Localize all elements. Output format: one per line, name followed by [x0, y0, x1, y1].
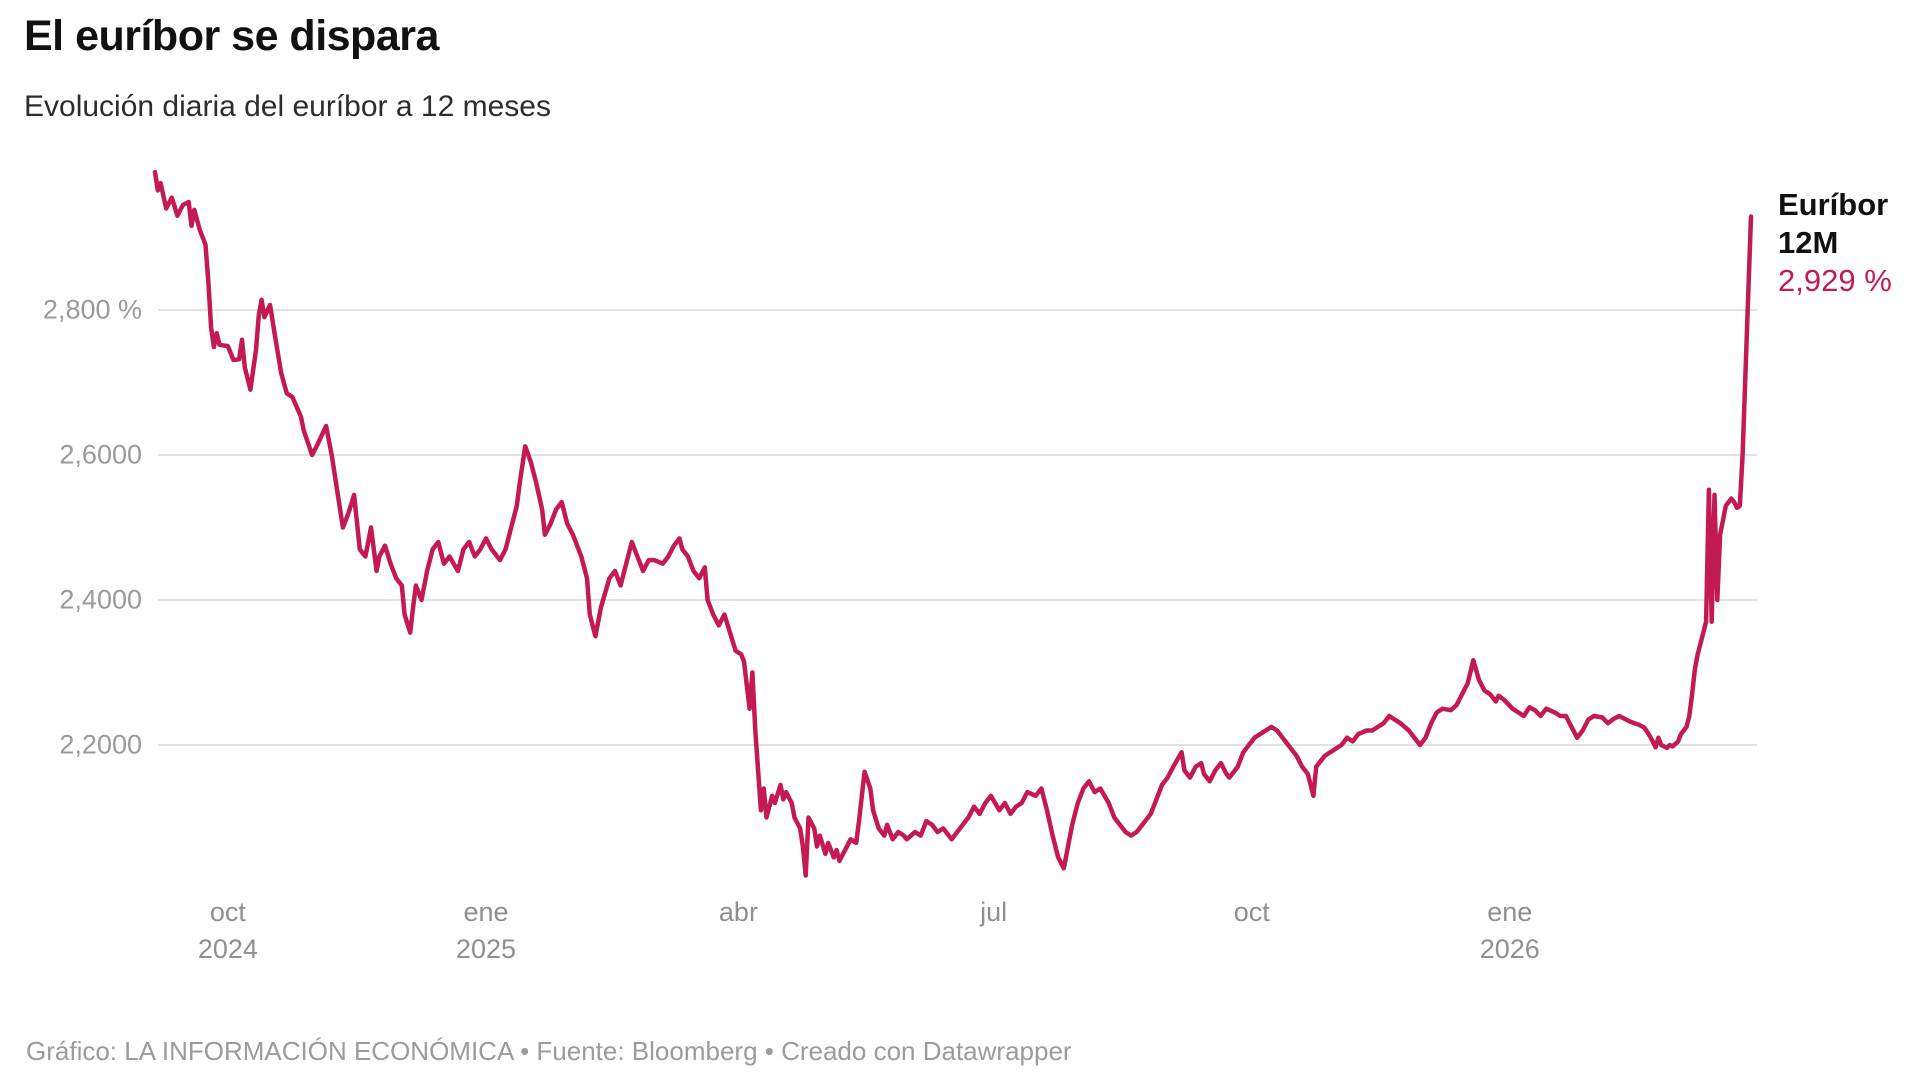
x-tick-month: jul — [980, 897, 1008, 927]
x-tick-month: abr — [718, 897, 758, 927]
x-tick-label: jul — [914, 894, 1074, 931]
x-tick-month: oct — [1233, 897, 1270, 927]
y-tick-label: 2,800 % — [42, 294, 142, 325]
x-tick-year: 2025 — [455, 934, 516, 964]
series-label-line2: 12M — [1778, 225, 1839, 260]
y-tick-label: 2,4000 — [59, 584, 142, 615]
series-end-label: Euríbor 12M 2,929 % — [1778, 186, 1920, 300]
x-tick-year: 2024 — [197, 934, 258, 964]
x-tick-month: oct — [209, 897, 246, 927]
attribution-footer: Gráfico: LA INFORMACIÓN ECONÓMICA • Fuen… — [26, 1036, 1072, 1066]
page-title: El euríbor se dispara — [24, 12, 439, 60]
x-tick-label: ene 2025 — [406, 894, 566, 968]
euribor-series-line[interactable] — [152, 169, 1754, 878]
x-tick-label: oct 2024 — [148, 894, 308, 968]
series-label-line1: Euríbor — [1778, 187, 1889, 222]
x-tick-month: ene — [1487, 897, 1533, 927]
x-tick-month: ene — [463, 897, 509, 927]
x-tick-label: ene 2026 — [1430, 894, 1590, 968]
series-last-value: 2,929 % — [1778, 263, 1892, 298]
page-subtitle: Evolución diaria del euríbor a 12 meses — [24, 90, 551, 123]
y-tick-label: 2,2000 — [59, 729, 142, 760]
gridlines — [158, 309, 1757, 746]
x-tick-label: abr — [658, 894, 818, 931]
y-tick-label: 2,6000 — [59, 439, 142, 470]
x-tick-year: 2026 — [1479, 934, 1540, 964]
x-tick-label: oct — [1172, 894, 1332, 931]
